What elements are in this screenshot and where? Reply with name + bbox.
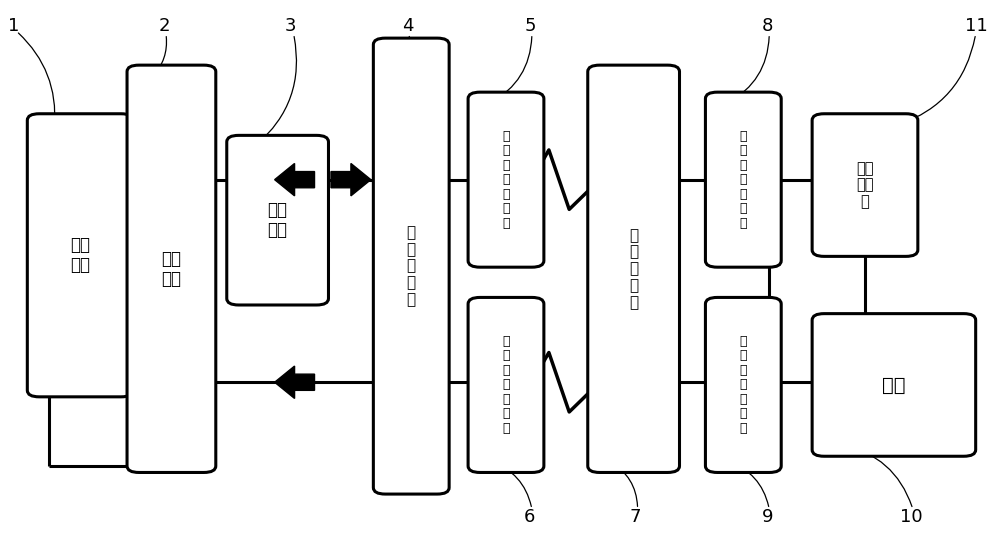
Text: 第
二
控
制
器: 第 二 控 制 器 (629, 228, 638, 310)
Polygon shape (275, 163, 315, 196)
Text: 8: 8 (762, 17, 773, 35)
Text: 10: 10 (900, 508, 922, 526)
FancyBboxPatch shape (588, 65, 679, 472)
Text: 第
二
流
量
传
感
器: 第 二 流 量 传 感 器 (740, 335, 747, 435)
Text: 压力
传感
器: 压力 传感 器 (856, 161, 874, 210)
Text: 第
一
控
制
器: 第 一 控 制 器 (407, 225, 416, 307)
Text: 第
一
温
度
控
制
器: 第 一 温 度 控 制 器 (502, 130, 510, 230)
FancyBboxPatch shape (812, 314, 976, 456)
Text: 4: 4 (403, 17, 414, 35)
FancyBboxPatch shape (227, 135, 328, 305)
Text: 第
二
温
度
控
制
器: 第 二 温 度 控 制 器 (502, 335, 510, 435)
Polygon shape (275, 366, 315, 399)
Text: 7: 7 (630, 508, 641, 526)
Text: 3: 3 (285, 17, 296, 35)
Text: 2: 2 (158, 17, 170, 35)
FancyBboxPatch shape (705, 298, 781, 472)
Text: 6: 6 (524, 508, 536, 526)
Text: 水囊: 水囊 (882, 375, 906, 394)
Text: 第
一
流
量
传
感
器: 第 一 流 量 传 感 器 (740, 130, 747, 230)
Text: 9: 9 (762, 508, 773, 526)
FancyBboxPatch shape (468, 92, 544, 267)
Text: 蓄水
装置: 蓄水 装置 (70, 236, 90, 274)
FancyBboxPatch shape (812, 113, 918, 256)
Polygon shape (331, 163, 371, 196)
Text: 动力
装置: 动力 装置 (161, 250, 181, 288)
Text: 11: 11 (965, 17, 988, 35)
FancyBboxPatch shape (373, 38, 449, 494)
FancyBboxPatch shape (127, 65, 216, 472)
FancyBboxPatch shape (27, 113, 133, 397)
FancyBboxPatch shape (705, 92, 781, 267)
FancyBboxPatch shape (468, 298, 544, 472)
Text: 温控
装置: 温控 装置 (268, 201, 288, 239)
Text: 1: 1 (8, 17, 19, 35)
Text: 5: 5 (524, 17, 536, 35)
